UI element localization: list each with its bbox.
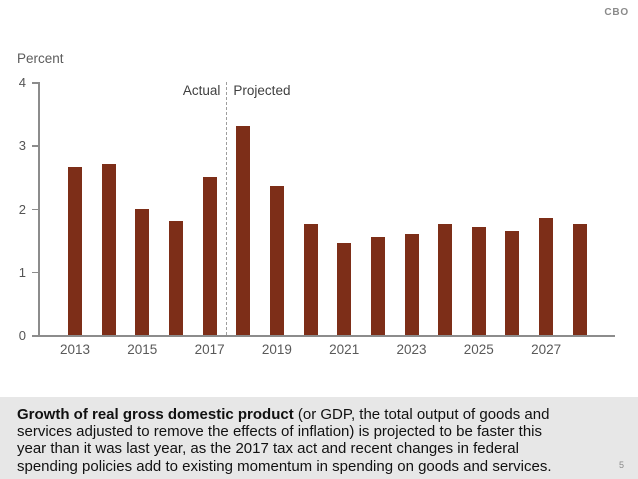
y-tick-label-3: 3 <box>18 138 26 154</box>
caption-text: Growth of real gross domestic product (o… <box>17 406 638 475</box>
x-tick-label-2015: 2015 <box>127 342 158 357</box>
y-axis-unit-label: Percent <box>17 51 64 66</box>
bar-2019 <box>269 186 284 335</box>
bar-2025 <box>471 227 486 335</box>
y-tick-0 <box>32 335 38 337</box>
y-axis-line <box>38 82 40 337</box>
y-tick-label-2: 2 <box>18 201 26 217</box>
y-tick-1 <box>32 271 38 274</box>
projected-annotation: Projected <box>233 83 291 98</box>
bar-2021 <box>337 243 352 335</box>
caption-line-3: year than it was last year, as the 2017 … <box>17 440 519 458</box>
x-tick-label-2025: 2025 <box>463 342 494 357</box>
bar-2014 <box>101 164 116 335</box>
bar-2020 <box>303 224 318 335</box>
caption-line-1: Growth of real gross domestic product (o… <box>17 406 550 423</box>
cbo-logo: CBO <box>604 7 629 18</box>
y-tick-3 <box>32 145 38 147</box>
x-axis-line <box>38 335 615 337</box>
x-tick-label-2013: 2013 <box>59 342 91 357</box>
x-tick-label-2019: 2019 <box>261 342 292 357</box>
caption-line-4: spending policies add to existing moment… <box>17 457 552 475</box>
y-tick-label-1: 1 <box>18 264 26 280</box>
y-tick-label-0: 0 <box>18 328 26 343</box>
y-tick-label-4: 4 <box>18 75 26 90</box>
bar-2028 <box>572 224 587 335</box>
bar-2022 <box>370 236 385 335</box>
gdp-growth-bar-chart: Percent Actual Projected 0 1 2 3 4 2013 2015 2… <box>17 51 615 357</box>
x-tick-label-2017: 2017 <box>194 342 225 357</box>
x-tick-label-2027: 2027 <box>531 342 562 357</box>
bar-2016 <box>168 221 183 335</box>
caption-line-2: services adjusted to remove the effects … <box>17 423 542 441</box>
actual-annotation: Actual <box>182 83 221 98</box>
bar-2024 <box>438 224 453 335</box>
y-tick-2 <box>32 208 38 210</box>
x-tick-label-2023: 2023 <box>396 342 427 357</box>
bar-2026 <box>505 230 520 335</box>
page-number: 5 <box>618 460 624 470</box>
bar-2013 <box>68 167 82 335</box>
bar-2018 <box>236 126 251 335</box>
caption-box: Growth of real gross domestic product (o… <box>0 397 638 479</box>
y-tick-4 <box>32 82 38 84</box>
bar-2023 <box>404 233 419 335</box>
x-tick-label-2021: 2021 <box>329 342 360 357</box>
bar-2017 <box>202 176 217 335</box>
actual-projected-divider-line <box>226 82 228 335</box>
bar-2027 <box>539 217 554 335</box>
bar-2015 <box>135 208 150 335</box>
